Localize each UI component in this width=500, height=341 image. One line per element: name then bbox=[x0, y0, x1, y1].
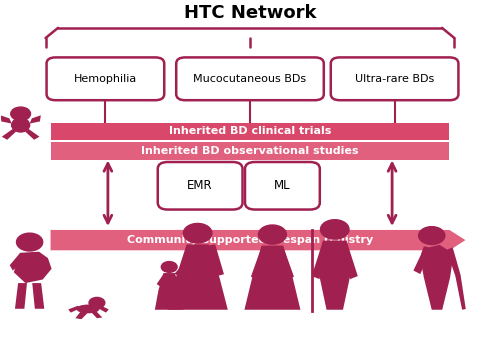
Polygon shape bbox=[0, 115, 12, 123]
Polygon shape bbox=[32, 283, 44, 309]
Text: Ultra-rare BDs: Ultra-rare BDs bbox=[355, 74, 434, 84]
Polygon shape bbox=[244, 246, 300, 310]
Ellipse shape bbox=[77, 305, 98, 313]
Polygon shape bbox=[2, 129, 16, 140]
Text: Inherited BD observational studies: Inherited BD observational studies bbox=[142, 146, 359, 156]
Circle shape bbox=[89, 297, 105, 308]
Polygon shape bbox=[15, 283, 27, 309]
Polygon shape bbox=[168, 244, 228, 310]
Polygon shape bbox=[10, 253, 24, 271]
Polygon shape bbox=[340, 242, 358, 279]
Text: HTC Network: HTC Network bbox=[184, 4, 316, 21]
Text: EMR: EMR bbox=[188, 179, 213, 192]
Polygon shape bbox=[76, 311, 88, 319]
Polygon shape bbox=[414, 248, 430, 274]
Polygon shape bbox=[68, 306, 80, 313]
FancyBboxPatch shape bbox=[50, 123, 450, 140]
Circle shape bbox=[16, 233, 42, 251]
Polygon shape bbox=[92, 311, 102, 318]
FancyBboxPatch shape bbox=[331, 57, 458, 100]
Polygon shape bbox=[30, 115, 41, 123]
Polygon shape bbox=[174, 265, 186, 276]
Text: Inherited BD clinical trials: Inherited BD clinical trials bbox=[169, 127, 331, 136]
FancyBboxPatch shape bbox=[158, 162, 242, 210]
Polygon shape bbox=[278, 247, 294, 280]
FancyBboxPatch shape bbox=[176, 57, 324, 100]
Polygon shape bbox=[312, 242, 330, 279]
Circle shape bbox=[258, 225, 286, 244]
Circle shape bbox=[418, 227, 445, 244]
Text: Hemophilia: Hemophilia bbox=[74, 74, 137, 84]
Polygon shape bbox=[320, 241, 350, 310]
Polygon shape bbox=[156, 273, 166, 286]
Circle shape bbox=[320, 220, 349, 239]
FancyBboxPatch shape bbox=[46, 57, 164, 100]
Text: ML: ML bbox=[274, 179, 290, 192]
Circle shape bbox=[11, 107, 30, 120]
Ellipse shape bbox=[12, 118, 30, 132]
Polygon shape bbox=[208, 244, 224, 276]
Polygon shape bbox=[25, 129, 40, 140]
Polygon shape bbox=[155, 273, 184, 310]
Polygon shape bbox=[177, 246, 194, 282]
FancyBboxPatch shape bbox=[245, 162, 320, 210]
Circle shape bbox=[184, 223, 212, 243]
Polygon shape bbox=[422, 245, 452, 310]
Text: Community-supported lifespan registry: Community-supported lifespan registry bbox=[127, 235, 373, 245]
Polygon shape bbox=[446, 247, 466, 310]
Polygon shape bbox=[251, 247, 267, 280]
FancyBboxPatch shape bbox=[50, 142, 450, 160]
Polygon shape bbox=[14, 252, 52, 283]
Polygon shape bbox=[96, 305, 109, 313]
Circle shape bbox=[162, 262, 177, 272]
Polygon shape bbox=[50, 230, 466, 250]
Text: Mucocutaneous BDs: Mucocutaneous BDs bbox=[194, 74, 306, 84]
